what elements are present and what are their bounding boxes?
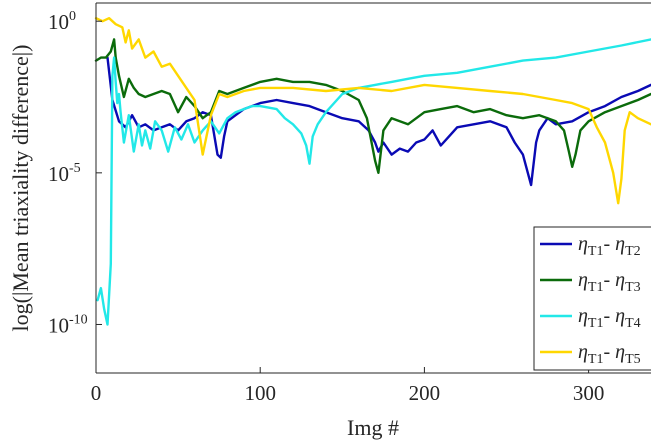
x-tick-label: 100 — [244, 381, 276, 405]
legend-subscript: T5 — [625, 352, 641, 367]
legend-label-4: ηT1- ηT5 — [578, 341, 641, 367]
legend-separator: - — [603, 269, 615, 291]
y-tick-exponent: -10 — [69, 312, 88, 327]
series-line-4 — [94, 17, 651, 205]
legend-symbol: η — [578, 269, 588, 291]
legend-symbol: η — [615, 341, 625, 363]
x-tick-label: 0 — [91, 381, 102, 405]
legend-symbol: η — [578, 233, 588, 255]
legend-symbol: η — [615, 269, 625, 291]
y-tick-base: 10 — [48, 10, 69, 34]
legend-separator: - — [603, 341, 615, 363]
legend-separator: - — [603, 233, 615, 255]
y-tick-base: 10 — [48, 162, 69, 186]
x-axis-title: Img # — [347, 415, 399, 440]
legend-subscript: T4 — [625, 316, 641, 331]
y-tick-label: 100 — [48, 9, 76, 34]
legend-subscript: T1 — [588, 316, 604, 331]
legend-label-3: ηT1- ηT4 — [578, 305, 641, 331]
y-tick-exponent: -5 — [69, 161, 81, 176]
y-axis-title: log(|Mean triaxiality difference|) — [8, 45, 33, 332]
y-tick-label: 10-10 — [48, 312, 88, 337]
legend-subscript: T3 — [625, 280, 641, 295]
legend-label-1: ηT1- ηT2 — [578, 233, 641, 259]
y-tick-base: 10 — [48, 313, 69, 337]
legend-symbol: η — [578, 341, 588, 363]
legend-symbol: η — [615, 233, 625, 255]
legend-subscript: T1 — [588, 352, 604, 367]
legend-separator: - — [603, 305, 615, 327]
legend-subscript: T1 — [588, 280, 604, 295]
y-tick-exponent: 0 — [69, 9, 76, 24]
legend-symbol: η — [578, 305, 588, 327]
legend-label-2: ηT1- ηT3 — [578, 269, 641, 295]
x-tick-label: 200 — [409, 381, 441, 405]
legend-subscript: T2 — [625, 244, 641, 259]
x-ticks: 0 100 200 300 — [91, 367, 605, 405]
series-layer — [94, 17, 651, 326]
series-line-2 — [94, 38, 651, 175]
x-tick-label: 300 — [573, 381, 605, 405]
legend-subscript: T1 — [588, 244, 604, 259]
legend-symbol: η — [615, 305, 625, 327]
legend-box — [533, 226, 651, 371]
series-line-3 — [96, 38, 651, 326]
y-tick-label: 10-5 — [48, 161, 81, 186]
